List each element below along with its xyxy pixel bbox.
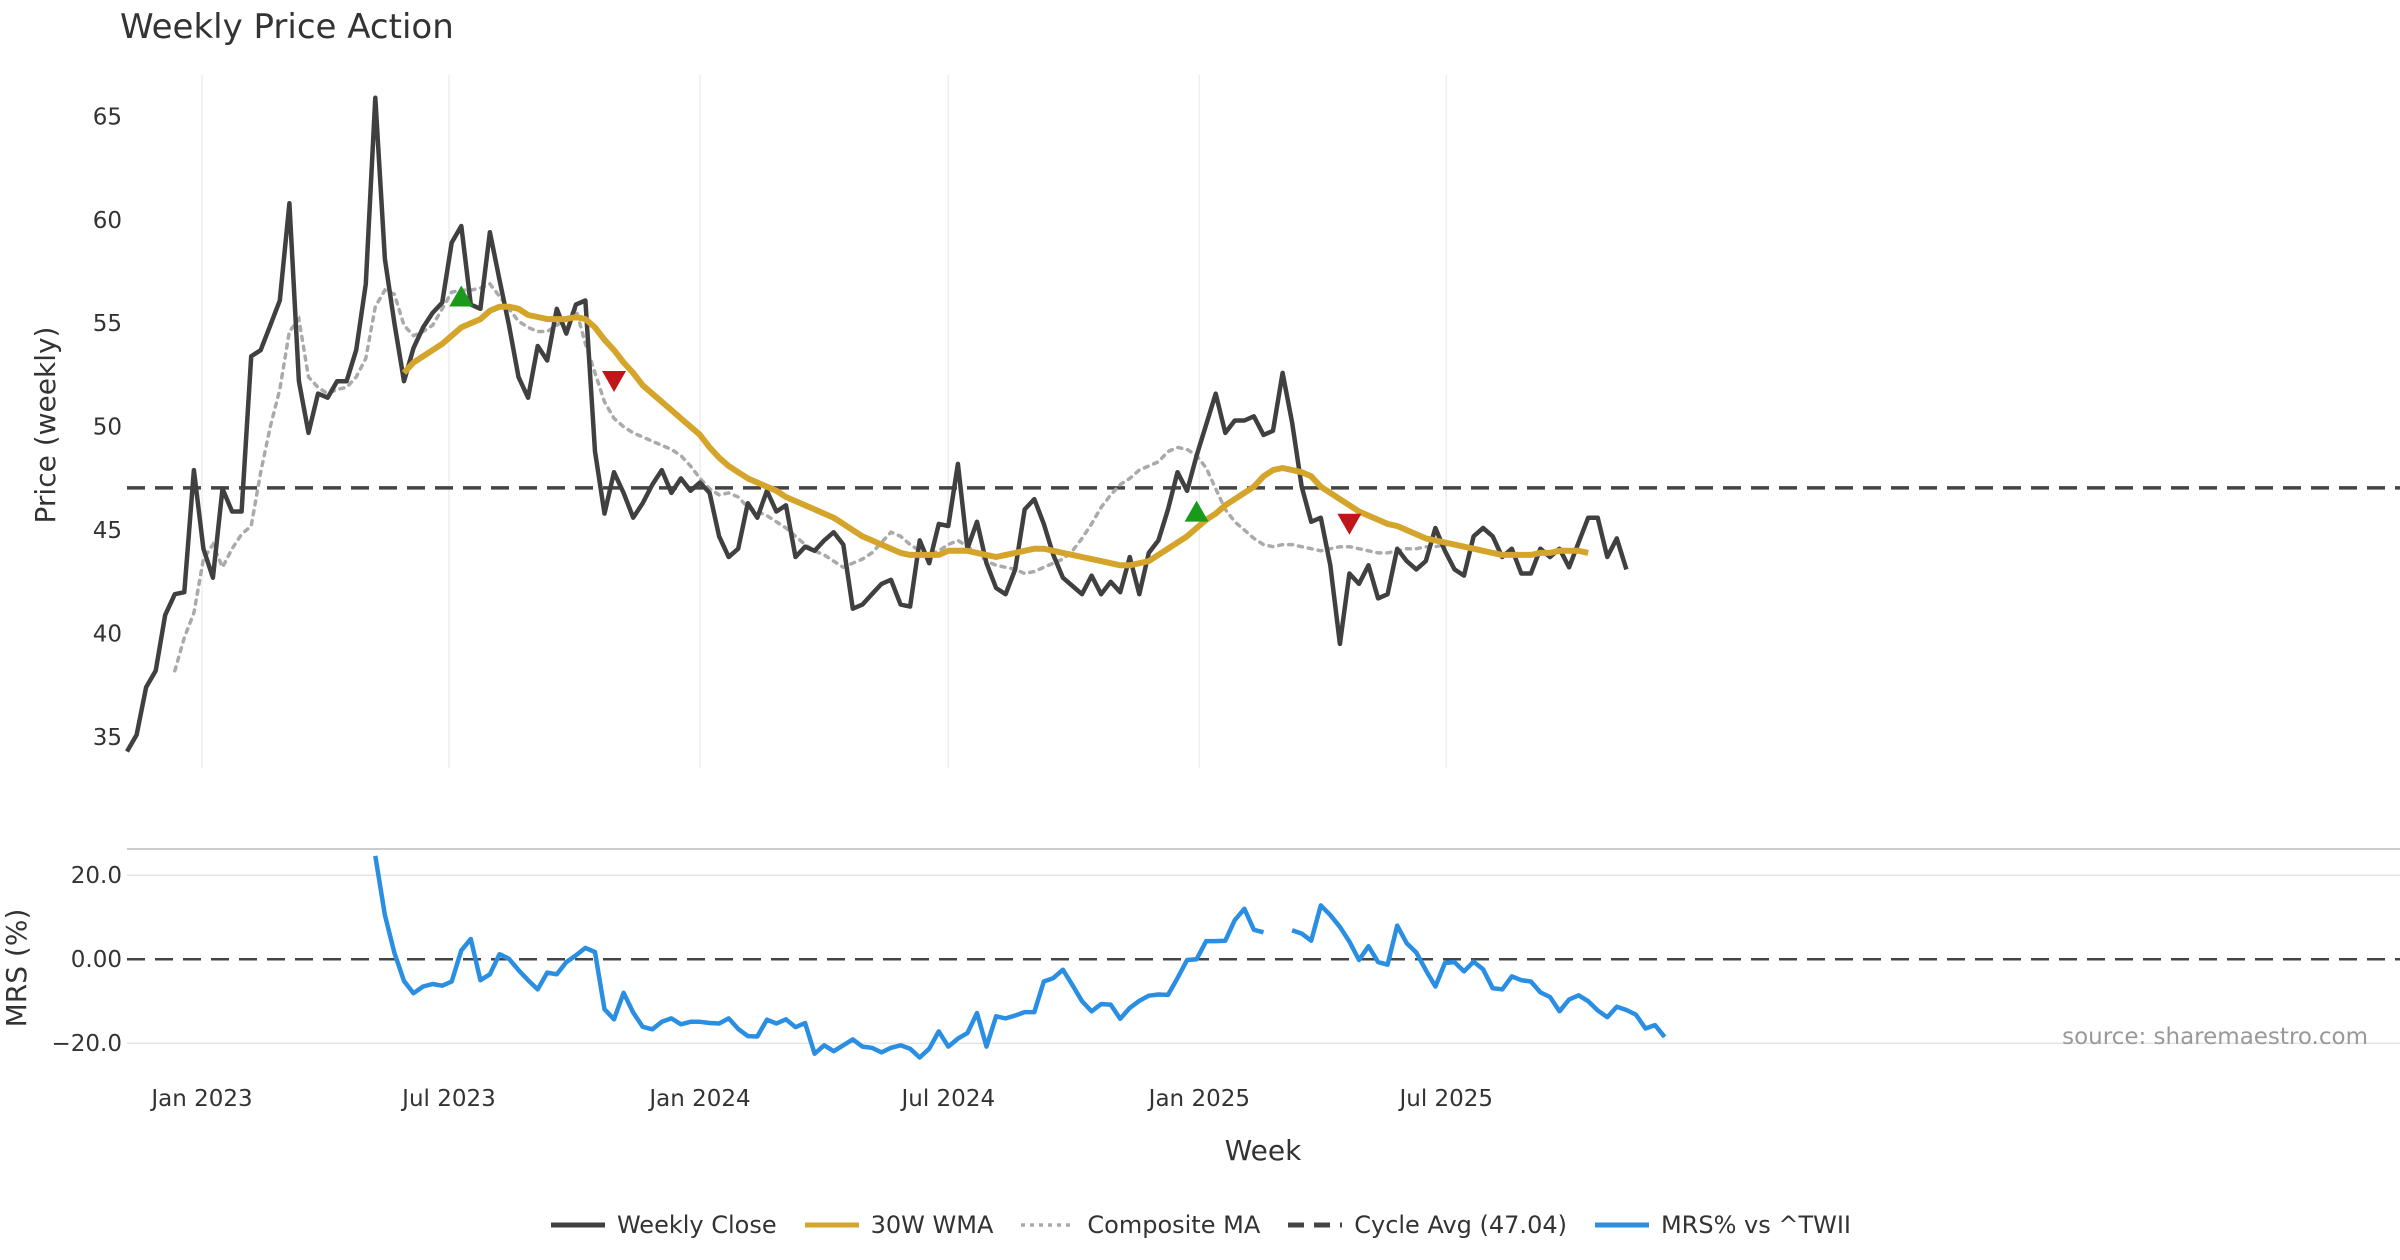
price-ytick-label: 35 (93, 725, 122, 751)
x-tick-label: Jan 2023 (149, 1086, 252, 1112)
legend-item: Cycle Avg (47.04) (1286, 1211, 1567, 1239)
buy-signal-marker (449, 285, 474, 307)
legend-item: Composite MA (1019, 1211, 1260, 1239)
x-axis-label: Week (1225, 1134, 1302, 1167)
x-tick-label: Jul 2023 (400, 1086, 496, 1112)
legend-swatch (550, 1222, 605, 1228)
legend-label: 30W WMA (870, 1211, 994, 1239)
weekly-close-line (125, 95, 1629, 753)
legend-label: Cycle Avg (47.04) (1354, 1211, 1567, 1239)
price-ytick-label: 40 (93, 622, 122, 648)
x-tick-label: Jan 2024 (647, 1086, 750, 1112)
buy-signal-marker (1184, 500, 1209, 522)
chart-title: Weekly Price Action (120, 7, 454, 47)
legend-item: 30W WMA (803, 1211, 994, 1239)
legend-swatch (804, 1222, 859, 1228)
mrs-ytick-label: −20.0 (52, 1031, 122, 1057)
price-ytick-label: 65 (93, 104, 122, 130)
legend-label: MRS% vs ^TWII (1660, 1211, 1852, 1239)
mrs-line (373, 855, 1667, 1060)
legend: Weekly Close 30W WMA Composite MA Cycle Avg… (0, 1205, 2400, 1245)
mrs-panel: 20.0 0.00 −20.0 MRS (%) source: sharemaest… (0, 848, 2400, 1060)
mrs-ytick-label: 0.00 (71, 947, 122, 973)
price-ytick-label: 50 (93, 415, 122, 441)
legend-label: Weekly Close (616, 1211, 777, 1239)
legend-swatch (1021, 1223, 1076, 1227)
wma-30w-line (401, 303, 1589, 569)
legend-swatch (1288, 1222, 1343, 1228)
legend-label: Composite MA (1087, 1211, 1261, 1239)
source-text: source: sharemaestro.com (2062, 1024, 2368, 1050)
mrs-ytick-label: 20.0 (71, 863, 122, 889)
sell-signal-marker (1337, 513, 1362, 535)
x-tick-label: Jul 2024 (899, 1086, 995, 1112)
price-ytick-label: 55 (93, 311, 122, 337)
x-tick-label: Jul 2025 (1397, 1086, 1493, 1112)
price-ylabel: Price (weekly) (29, 327, 62, 524)
legend-swatch (1594, 1222, 1649, 1228)
sell-signal-marker (602, 370, 627, 392)
mrs-ylabel: MRS (%) (0, 909, 33, 1028)
legend-item: Weekly Close (549, 1211, 777, 1239)
legend-item: MRS% vs ^TWII (1593, 1211, 1851, 1239)
x-tick-label: Jan 2025 (1147, 1086, 1250, 1112)
price-ytick-label: 60 (93, 208, 122, 234)
price-ytick-label: 45 (93, 518, 122, 544)
price-panel: 35 40 45 50 55 60 65 Price (weekly) (29, 75, 2400, 768)
